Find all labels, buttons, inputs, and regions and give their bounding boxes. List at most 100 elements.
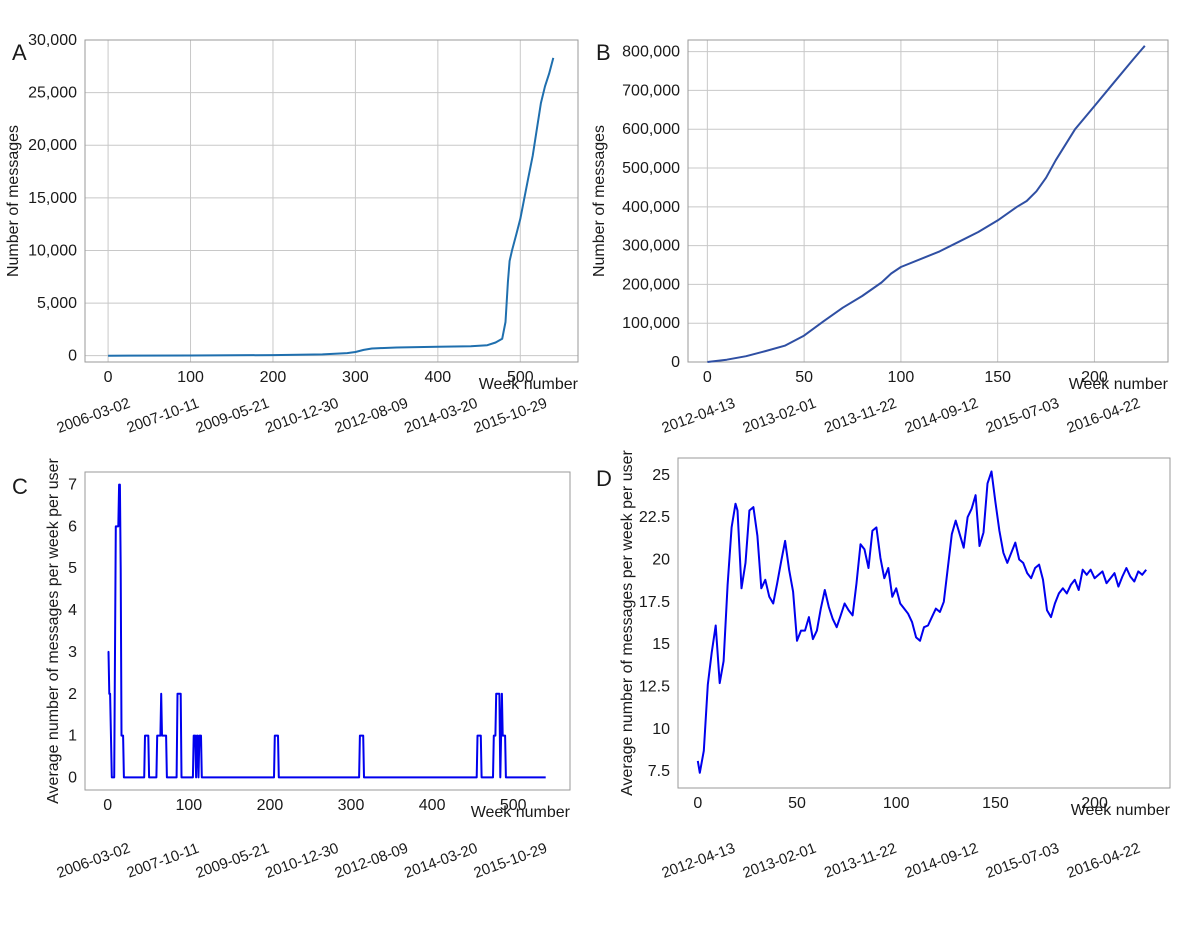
series-line [107, 483, 546, 779]
y-tick-label: 30,000 [28, 32, 77, 49]
y-axis-title: Number of messages [5, 125, 22, 277]
y-tick-label: 6 [68, 518, 77, 535]
date-tick-label: 2010-12-30 [263, 395, 341, 437]
date-tick-label: 2012-08-09 [333, 395, 411, 437]
y-tick-label: 600,000 [622, 121, 680, 138]
x-tick-label: 100 [883, 795, 910, 812]
x-tick-label: 300 [338, 797, 365, 814]
y-tick-label: 22.5 [639, 509, 670, 526]
x-tick-label: 100 [888, 369, 915, 386]
date-tick-label: 2012-08-09 [333, 840, 411, 882]
y-tick-label: 17.5 [639, 594, 670, 611]
y-tick-label: 200,000 [622, 276, 680, 293]
panel-letter: A [12, 40, 27, 65]
date-tick-label: 2006-03-02 [55, 840, 133, 882]
x-tick-label: 500 [500, 797, 527, 814]
y-tick-label: 25,000 [28, 85, 77, 102]
y-tick-label: 0 [68, 348, 77, 365]
y-tick-label: 7 [68, 477, 77, 494]
x-axis-title: Week number [479, 376, 579, 393]
x-tick-label: 150 [982, 795, 1009, 812]
panel-a: A 0 100 200 300 400 500 0 5,000 10,000 15,000 20,00… [5, 32, 579, 437]
y-tick-label: 1 [68, 728, 77, 745]
y-tick-label: 12.5 [639, 678, 670, 695]
y-tick-label: 0 [68, 769, 77, 786]
y-tick-label: 20 [652, 552, 670, 569]
y-tick-label: 500,000 [622, 160, 680, 177]
x-tick-label: 0 [104, 369, 113, 386]
x-axis-title: Week number [1069, 376, 1169, 393]
series-line [707, 45, 1146, 363]
x-tick-label: 200 [1081, 369, 1108, 386]
y-tick-label: 25 [652, 467, 670, 484]
date-tick-label: 2012-04-13 [660, 395, 738, 437]
y-tick-label: 10,000 [28, 242, 77, 259]
y-tick-label: 3 [68, 644, 77, 661]
x-tick-label: 0 [703, 369, 712, 386]
panel-c: C 0 100 200 300 400 500 0 1 2 3 4 5 6 7 Week number Aver… [12, 458, 571, 882]
date-tick-label: 2015-07-03 [984, 840, 1062, 882]
x-tick-label: 200 [1081, 795, 1108, 812]
y-tick-label: 2 [68, 686, 77, 703]
y-tick-label: 15 [652, 636, 670, 653]
date-tick-label: 2009-05-21 [194, 395, 272, 437]
y-tick-label: 300,000 [622, 238, 680, 255]
date-tick-label: 2014-09-12 [903, 840, 981, 882]
y-tick-label: 10 [652, 721, 670, 738]
date-tick-label: 2012-04-13 [660, 840, 738, 882]
y-tick-label: 100,000 [622, 315, 680, 332]
x-tick-label: 500 [507, 369, 534, 386]
x-axis-title: Week number [1071, 802, 1171, 819]
date-tick-label: 2013-11-22 [822, 395, 899, 437]
plot-frame [84, 39, 579, 363]
date-tick-label: 2013-02-01 [741, 395, 819, 437]
date-tick-label: 2010-12-30 [263, 840, 341, 882]
date-tick-label: 2007-10-11 [125, 840, 202, 882]
y-tick-label: 400,000 [622, 199, 680, 216]
x-tick-label: 100 [175, 797, 202, 814]
x-tick-label: 50 [795, 369, 813, 386]
y-tick-label: 15,000 [28, 190, 77, 207]
x-tick-label: 150 [984, 369, 1011, 386]
x-tick-label: 0 [693, 795, 702, 812]
date-tick-label: 2006-03-02 [55, 395, 133, 437]
panel-b: B 0 50 100 150 200 0 100,000 200,000 300,000 400,0… [591, 39, 1169, 437]
y-tick-label: 4 [68, 602, 77, 619]
plot-frame [677, 457, 1171, 789]
date-tick-label: 2014-09-12 [903, 395, 981, 437]
series-line [108, 57, 555, 357]
x-tick-label: 400 [419, 797, 446, 814]
y-tick-label: 0 [671, 354, 680, 371]
y-tick-label: 800,000 [622, 44, 680, 61]
panel-letter: D [596, 466, 612, 491]
x-tick-label: 400 [424, 369, 451, 386]
date-tick-label: 2009-05-21 [194, 840, 272, 882]
y-axis-title: Average number of messages per week per … [45, 458, 62, 804]
y-tick-label: 20,000 [28, 137, 77, 154]
panel-letter: B [596, 40, 611, 65]
date-tick-label: 2016-04-22 [1065, 840, 1143, 882]
panel-d: D 0 50 100 150 200 7.5 10 12.5 15 17.5 20 22.5 25 Week… [596, 450, 1171, 882]
plot-frame [84, 471, 571, 791]
date-tick-label: 2016-04-22 [1065, 395, 1143, 437]
date-tick-label: 2013-02-01 [741, 840, 819, 882]
y-tick-label: 5 [68, 560, 77, 577]
x-tick-label: 300 [342, 369, 369, 386]
y-tick-label: 5,000 [37, 295, 77, 312]
x-tick-label: 200 [257, 797, 284, 814]
y-axis-title: Number of messages [591, 125, 608, 277]
x-tick-label: 50 [788, 795, 806, 812]
x-tick-label: 100 [177, 369, 204, 386]
x-tick-label: 0 [103, 797, 112, 814]
date-tick-label: 2014-03-20 [402, 840, 480, 882]
date-tick-label: 2014-03-20 [402, 395, 480, 437]
x-tick-label: 200 [260, 369, 287, 386]
series-line [696, 470, 1147, 774]
date-tick-label: 2015-10-29 [472, 840, 550, 882]
date-tick-label: 2013-11-22 [822, 840, 899, 882]
plot-frame [687, 39, 1169, 363]
date-tick-label: 2007-10-11 [125, 395, 202, 437]
y-tick-label: 7.5 [648, 763, 670, 780]
y-axis-title: Average number of messages per week per … [619, 450, 636, 796]
